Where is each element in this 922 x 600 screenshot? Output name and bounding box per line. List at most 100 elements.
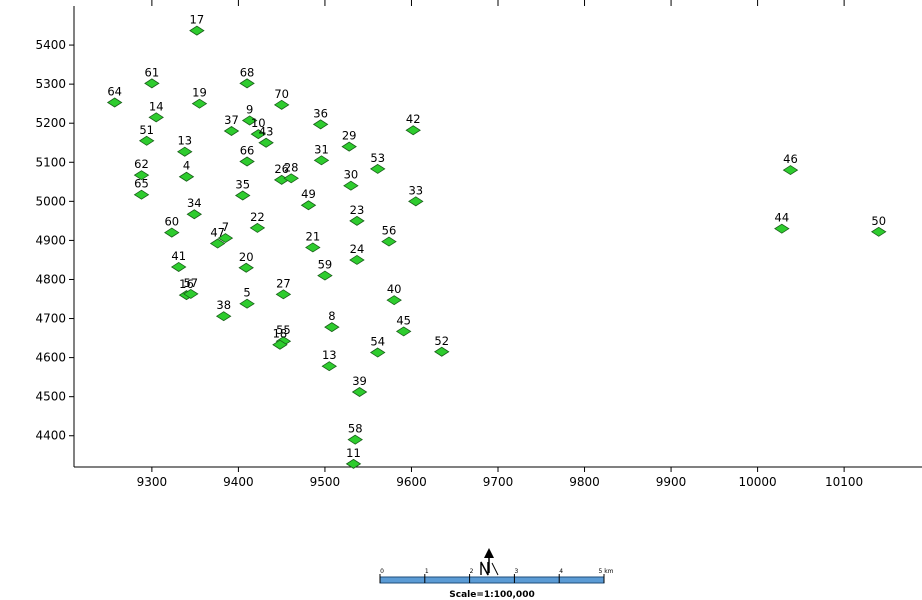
point-marker bbox=[215, 311, 232, 322]
point-marker bbox=[369, 347, 386, 358]
data-point: 38 bbox=[215, 298, 232, 322]
data-point: 22 bbox=[249, 210, 266, 233]
point-marker bbox=[349, 254, 365, 265]
point-marker bbox=[349, 215, 365, 226]
y-tick-label: 5100 bbox=[35, 155, 66, 169]
data-point: 36 bbox=[312, 106, 329, 130]
data-point: 14 bbox=[148, 99, 164, 123]
point-label: 19 bbox=[192, 86, 207, 100]
scale-tick-label: 3 bbox=[514, 568, 518, 575]
point-label: 30 bbox=[344, 168, 359, 182]
point-label: 13 bbox=[322, 348, 337, 362]
point-label: 22 bbox=[250, 210, 265, 224]
x-tick-label: 9600 bbox=[396, 475, 427, 489]
point-marker bbox=[343, 180, 359, 191]
plot-axes bbox=[73, 6, 922, 468]
point-marker bbox=[250, 129, 267, 140]
data-point: 29 bbox=[341, 129, 357, 152]
point-marker bbox=[239, 78, 255, 89]
point-label: 4 bbox=[183, 159, 190, 173]
point-marker bbox=[321, 361, 338, 372]
x-tick-label: 9300 bbox=[137, 475, 168, 489]
point-marker bbox=[405, 125, 421, 136]
point-label: 62 bbox=[134, 157, 149, 171]
point-label: 20 bbox=[239, 250, 254, 264]
y-tick-label: 4500 bbox=[35, 390, 66, 404]
point-label: 29 bbox=[342, 129, 357, 143]
y-tick-label: 5300 bbox=[35, 77, 66, 91]
point-marker bbox=[239, 298, 255, 309]
data-point: 62 bbox=[133, 157, 150, 181]
point-label: 68 bbox=[240, 65, 255, 79]
point-marker bbox=[177, 146, 193, 157]
x-tick-label: 9800 bbox=[569, 475, 600, 489]
point-marker bbox=[273, 99, 290, 110]
point-label: 28 bbox=[284, 160, 299, 174]
point-marker bbox=[313, 155, 330, 166]
point-marker bbox=[275, 289, 292, 300]
data-point: 42 bbox=[405, 112, 421, 136]
point-label: 51 bbox=[139, 123, 154, 137]
point-marker bbox=[369, 163, 386, 174]
x-tick-label: 10000 bbox=[738, 475, 776, 489]
y-tick-label: 4700 bbox=[35, 312, 66, 326]
point-marker bbox=[186, 209, 203, 220]
point-label: 36 bbox=[313, 106, 328, 120]
data-point: 7 bbox=[217, 220, 234, 244]
y-tick-label: 4900 bbox=[35, 233, 66, 247]
point-label: 43 bbox=[259, 125, 274, 139]
x-tick-label: 9500 bbox=[310, 475, 341, 489]
y-tick-label: 5000 bbox=[35, 194, 66, 208]
scale-bar-track bbox=[379, 576, 605, 584]
point-label: 66 bbox=[240, 143, 255, 157]
y-tick-label: 4600 bbox=[35, 351, 66, 365]
data-point: 40 bbox=[386, 282, 402, 306]
point-label: 64 bbox=[107, 84, 122, 98]
data-point: 54 bbox=[369, 335, 386, 358]
point-label: 65 bbox=[134, 177, 149, 191]
point-marker bbox=[223, 126, 240, 136]
data-point: 64 bbox=[106, 84, 123, 108]
point-label: 52 bbox=[434, 334, 449, 348]
data-point: 61 bbox=[144, 65, 160, 89]
data-point: 9 bbox=[241, 102, 258, 126]
point-label: 57 bbox=[183, 276, 198, 290]
point-marker bbox=[312, 119, 329, 130]
scale-tick-label: 5 km bbox=[598, 568, 613, 575]
x-tick-label: 10100 bbox=[825, 475, 863, 489]
point-label: 38 bbox=[216, 298, 231, 312]
data-point: 60 bbox=[164, 215, 180, 238]
data-point: 30 bbox=[343, 168, 359, 191]
point-label: 54 bbox=[370, 335, 385, 349]
y-tick-label: 5400 bbox=[35, 38, 66, 52]
point-label: 33 bbox=[408, 183, 423, 197]
point-marker bbox=[347, 434, 363, 445]
point-marker bbox=[782, 165, 799, 176]
data-point: 57 bbox=[183, 276, 199, 299]
point-label: 59 bbox=[318, 258, 333, 272]
scale-tick-label: 2 bbox=[470, 568, 474, 575]
point-label: 40 bbox=[387, 282, 402, 296]
point-marker bbox=[234, 190, 251, 201]
scale-bar: 0 1 2 3 4 5 km Scale=1:100,000 bbox=[379, 548, 614, 600]
point-label: 60 bbox=[164, 215, 179, 229]
data-point: 43 bbox=[258, 125, 274, 148]
data-point: 35 bbox=[234, 177, 251, 201]
point-label: 50 bbox=[871, 214, 886, 228]
x-tick-label: 9700 bbox=[483, 475, 514, 489]
point-marker bbox=[209, 238, 226, 249]
point-label: 18 bbox=[273, 327, 288, 341]
point-label: 53 bbox=[370, 151, 385, 165]
x-tick-label: 9400 bbox=[223, 475, 254, 489]
point-label: 35 bbox=[235, 177, 250, 191]
point-marker bbox=[133, 189, 150, 200]
data-point: 66 bbox=[239, 143, 255, 167]
data-point: 5 bbox=[239, 286, 255, 309]
point-marker bbox=[381, 236, 397, 247]
data-point: 65 bbox=[133, 177, 150, 200]
point-label: 44 bbox=[775, 211, 790, 225]
point-marker bbox=[300, 200, 317, 211]
data-point: 34 bbox=[186, 196, 203, 220]
data-point: 53 bbox=[369, 151, 386, 174]
point-label: 11 bbox=[346, 446, 361, 460]
